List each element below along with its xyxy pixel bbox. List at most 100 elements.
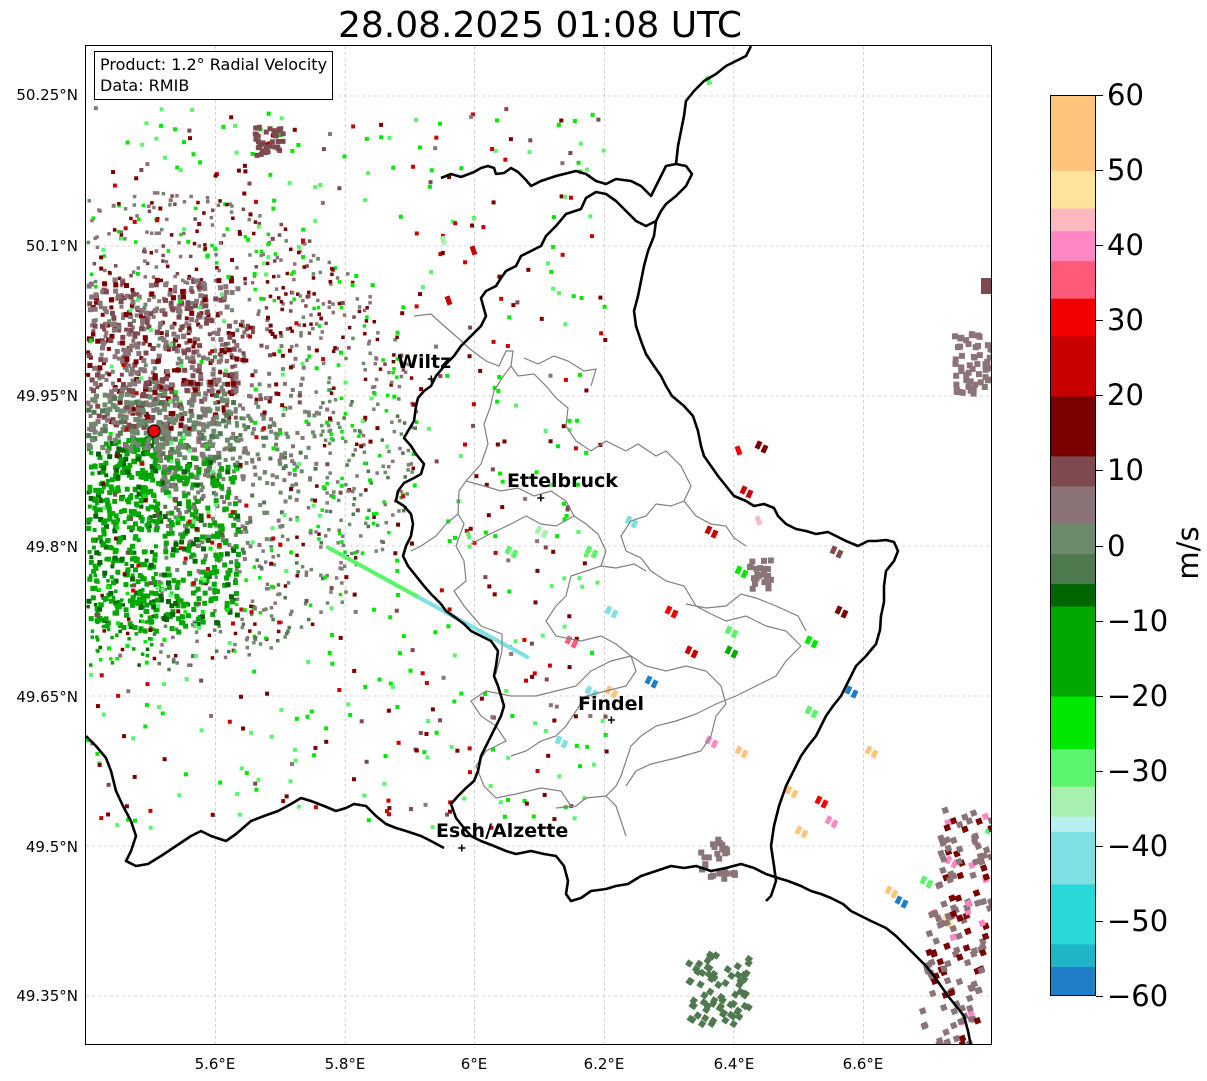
echo-cell [267,126,273,132]
echo-cell [256,404,261,409]
echo-cell [982,846,991,854]
echo-cell [92,323,98,329]
echo-cell [292,461,297,466]
echo-cell [466,531,471,536]
echo-cell [201,435,207,441]
echo-cell [144,702,149,707]
echo-cell [936,921,945,929]
echo-cell [497,274,502,279]
echo-cell [91,568,97,574]
echo-cell [166,344,172,350]
echo-cell [975,986,983,995]
echo-cell [749,585,756,592]
echo-cell [135,511,141,517]
colorbar-tick-label: 10 [1107,453,1144,488]
echo-cell [238,433,243,438]
echo-cell [258,151,264,157]
colorbar-segment [1051,606,1095,615]
echo-cell [247,653,251,657]
echo-cell [184,528,190,534]
echo-cell [395,593,400,598]
echo-cell [218,370,223,375]
echo-cell [255,145,261,151]
echo-cell [234,559,239,564]
echo-cell [231,547,237,553]
colorbar-segment [1051,794,1095,803]
echo-cell [128,508,134,514]
echo-cell [199,398,205,404]
echo-cell [228,476,234,482]
echo-cell [251,606,256,610]
echo-cell [373,361,378,366]
echo-cell [165,511,170,516]
echo-cell [200,442,206,448]
echo-cell [972,381,979,388]
echo-cell [353,609,358,614]
echo-cell [197,433,202,438]
echo-cell [179,364,184,369]
echo-cell [132,818,137,823]
echo-cell [171,449,177,455]
echo-cell [205,505,211,511]
echo-cell [976,352,983,359]
echo-cell [284,292,288,296]
echo-cell [706,987,715,996]
echo-cell [509,651,514,656]
echo-cell [123,607,129,613]
echo-cell [547,663,552,668]
echo-cell [178,598,184,604]
echo-cell [943,976,952,985]
echo-cell [100,340,106,346]
echo-cell [267,141,272,146]
echo-cell [184,601,190,607]
echo-cell [486,513,491,518]
echo-cell [133,359,139,365]
echo-cell [92,563,97,568]
echo-cell [153,583,158,588]
echo-cell [121,625,127,631]
echo-cell [360,551,365,555]
echo-cell [987,824,991,833]
echo-cell [145,653,150,658]
echo-cell [982,873,991,881]
echo-cell [664,605,673,615]
echo-cell [288,309,293,313]
echo-cell [101,465,107,471]
echo-cell [117,203,121,208]
echo-cell [549,269,554,274]
echo-cell [228,278,234,284]
echo-cell [467,544,472,549]
echo-cell [280,534,285,538]
echo-cell [363,377,368,382]
echo-cell [355,474,359,478]
echo-cell [733,1006,743,1015]
echo-cell [243,235,248,239]
colorbar-segment [1051,674,1095,683]
echo-cell [234,562,240,568]
echo-cell [329,282,333,286]
echo-cell [283,451,288,456]
echo-cell [187,448,192,453]
echo-cell [90,388,96,394]
echo-cell [147,528,152,533]
echo-cell [177,511,182,516]
echo-cell [583,553,588,558]
radar-map[interactable] [85,45,992,1045]
echo-cell [182,444,188,450]
echo-cell [207,459,213,465]
echo-cell [279,344,284,349]
echo-cell [124,327,129,332]
echo-cell [87,199,91,203]
echo-cell [225,571,231,577]
echo-cell [119,283,124,288]
echo-cell [493,534,498,539]
echo-cell [115,293,121,299]
colorbar-segment [1051,771,1095,780]
echo-cell [325,491,329,495]
echo-cell [490,715,495,720]
echo-cell [132,381,138,387]
echo-cell [401,368,406,372]
echo-cell [698,968,707,978]
echo-cell [426,426,431,431]
echo-cell [340,567,344,571]
